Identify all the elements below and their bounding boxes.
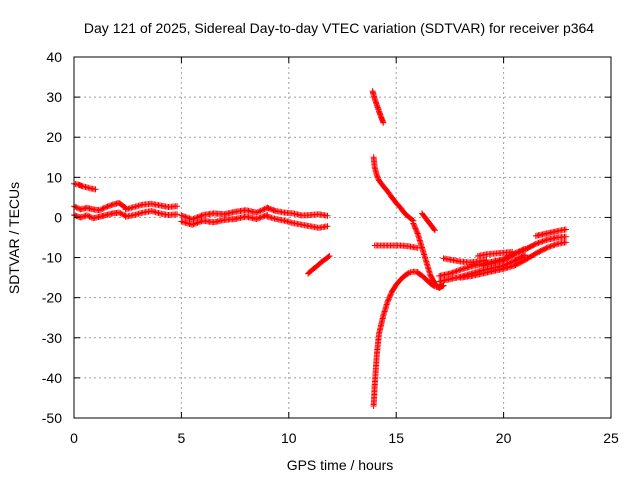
series-arc-lower-rise	[370, 268, 421, 409]
point-markers	[419, 210, 438, 234]
series-band-5-9h-upper	[178, 204, 271, 223]
y-tick-label: -40	[42, 370, 62, 386]
y-tick-label: 20	[46, 129, 62, 145]
series-rising-branch-3	[457, 239, 569, 281]
x-axis-title: GPS time / hours	[287, 457, 394, 473]
point-markers	[178, 204, 271, 223]
series-band-9-12h-lower	[264, 213, 331, 231]
point-markers	[370, 268, 421, 409]
point-markers	[122, 208, 181, 220]
y-tick-label: -50	[42, 410, 62, 426]
chart-title: Day 121 of 2025, Sidereal Day-to-day VTE…	[84, 20, 594, 36]
series-band-lower-2-5h	[122, 208, 181, 220]
point-markers	[369, 88, 387, 126]
series-tail-22-23h	[532, 226, 569, 239]
data-points	[71, 88, 569, 409]
series-arc-descending	[370, 154, 417, 224]
y-tick-label: -30	[42, 330, 62, 346]
x-tick-label: 0	[70, 430, 78, 446]
series-arc-16-17h	[419, 210, 438, 234]
y-tick-label: 10	[46, 169, 62, 185]
point-markers	[479, 233, 569, 269]
series-rising-branch-4	[479, 233, 569, 269]
series-early-arc	[71, 180, 99, 193]
y-tick-label: 40	[46, 49, 62, 65]
x-tick-label: 15	[388, 430, 404, 446]
x-tick-label: 10	[281, 430, 297, 446]
point-markers	[457, 239, 569, 281]
plot-frame	[73, 56, 612, 419]
series-arc-19-20h	[474, 248, 516, 259]
y-axis-title: SDTVAR / TECUs	[6, 182, 22, 294]
series-band-5-9h-lower	[178, 212, 271, 228]
series-arc-steep-upper	[369, 88, 387, 126]
y-tick-label: 0	[54, 209, 62, 225]
x-tick-label: 25	[603, 430, 619, 446]
point-markers	[414, 269, 447, 291]
x-tick-label: 20	[496, 430, 512, 446]
point-markers	[440, 255, 490, 266]
x-tick-label: 5	[178, 430, 186, 446]
point-markers	[264, 213, 331, 231]
point-markers	[474, 248, 516, 259]
point-markers	[71, 180, 99, 193]
series-arc-11-12h	[305, 253, 333, 277]
point-markers	[370, 154, 417, 224]
series-band-9-12h-upper	[264, 204, 331, 219]
grid-lines	[74, 57, 611, 418]
point-markers	[371, 242, 421, 251]
point-markers	[264, 204, 331, 219]
point-markers	[178, 212, 271, 228]
y-tick-label: -10	[42, 250, 62, 266]
series-arc-to-16-5h	[414, 269, 447, 291]
series-arc-flat-minus7	[371, 242, 421, 251]
point-markers	[532, 226, 569, 239]
y-tick-label: 30	[46, 89, 62, 105]
y-tick-label: -20	[42, 290, 62, 306]
series-arc-17-19h	[440, 255, 490, 266]
series-band-upper-2-5h	[122, 200, 181, 213]
point-markers	[305, 253, 333, 277]
point-markers	[122, 200, 181, 213]
axis-ticks: 0 5 10 15 20 25 -50 -40 -30 -20 -10 0 10 20 30 40	[42, 49, 619, 446]
